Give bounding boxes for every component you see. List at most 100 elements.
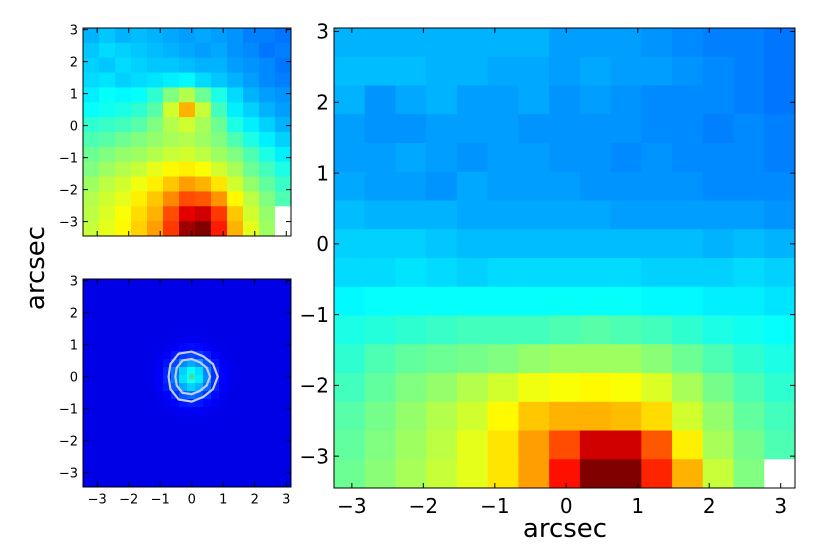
heatmap-cell — [107, 351, 116, 360]
heatmap-cell — [203, 431, 212, 440]
heatmap-cell — [211, 191, 228, 207]
heatmap-cell — [275, 191, 291, 207]
heatmap-cell — [579, 56, 612, 87]
heatmap-cell — [179, 375, 188, 384]
heatmap-cell — [672, 401, 704, 432]
heatmap-cell — [456, 28, 489, 58]
heatmap-cell — [123, 447, 132, 456]
heatmap-cell — [83, 343, 92, 352]
heatmap-cell — [115, 479, 124, 487]
heatmap-cell — [641, 200, 673, 230]
heatmap-cell — [91, 279, 100, 288]
heatmap-cell — [733, 286, 765, 317]
heatmap-cell — [211, 295, 220, 304]
heatmap-cell — [163, 87, 180, 103]
heatmap-cell — [163, 399, 172, 408]
heatmap-cell — [195, 319, 204, 328]
heatmap-cell — [518, 28, 550, 58]
heatmap-cell — [155, 431, 164, 440]
heatmap-cell — [139, 431, 148, 440]
heatmap-cell — [219, 335, 228, 344]
heatmap-cell — [99, 303, 108, 312]
heatmap-cell — [235, 343, 244, 352]
heatmap-cell — [426, 200, 458, 230]
heatmap-cell — [227, 117, 244, 133]
heatmap-cell — [702, 28, 735, 58]
heatmap-cell — [235, 319, 244, 328]
heatmap-cell — [259, 383, 268, 392]
heatmap-cell — [251, 463, 260, 472]
heatmap-cell — [171, 351, 180, 360]
x-tick-label: 2 — [703, 494, 716, 518]
heatmap-cell — [203, 351, 212, 360]
heatmap-cell — [283, 431, 291, 440]
heatmap-cell — [131, 221, 148, 236]
heatmap-cell — [139, 327, 148, 336]
heatmap-cell — [131, 117, 148, 133]
heatmap-cell — [251, 319, 260, 328]
heatmap-cell — [107, 383, 116, 392]
heatmap-cell — [131, 447, 140, 456]
heatmap-cell — [243, 359, 252, 368]
heatmap-cell — [426, 344, 458, 374]
heatmap-cell — [227, 399, 236, 408]
heatmap-cell — [147, 161, 164, 178]
heatmap-cell — [171, 415, 180, 424]
heatmap-cell — [610, 114, 642, 144]
y-tick-label: −3 — [59, 215, 78, 230]
heatmap-cell — [579, 286, 612, 317]
heatmap-cell — [219, 407, 228, 416]
heatmap-cell — [179, 471, 188, 480]
heatmap-cell — [243, 343, 252, 352]
heatmap-cell — [549, 459, 581, 488]
heatmap-cell — [99, 479, 108, 487]
heatmap-cell — [283, 351, 291, 360]
heatmap-cell — [115, 351, 124, 360]
heatmap-cell — [259, 102, 276, 118]
heatmap-cell — [203, 383, 212, 392]
heatmap-cell — [364, 258, 397, 288]
heatmap-cell — [395, 315, 427, 345]
heatmap-cell — [195, 311, 204, 320]
heatmap-cell — [179, 351, 188, 360]
heatmap-cell — [243, 57, 260, 74]
heatmap-cell — [259, 279, 268, 288]
heatmap-cell — [91, 439, 100, 448]
heatmap-cell — [364, 56, 397, 87]
heatmap-cell — [83, 87, 100, 103]
heatmap-cell — [147, 423, 156, 432]
heatmap-cell — [195, 87, 212, 103]
heatmap-cell — [227, 391, 236, 400]
heatmap-cell — [227, 463, 236, 472]
heatmap-cell — [211, 407, 220, 416]
heatmap-cell — [163, 221, 180, 236]
heatmap-cell — [641, 258, 673, 288]
heatmap-cell — [115, 327, 124, 336]
heatmap-cell — [147, 455, 156, 464]
heatmap-cell — [672, 56, 704, 87]
heatmap-cell — [610, 85, 642, 115]
heatmap-cell — [267, 479, 276, 487]
heatmap-cell — [211, 359, 220, 368]
heatmap-cell — [195, 327, 204, 336]
heatmap-cell — [283, 319, 291, 328]
heatmap-cell — [227, 455, 236, 464]
heatmap-cell — [83, 176, 100, 193]
heatmap-cell — [610, 459, 642, 488]
heatmap-cell — [171, 359, 180, 368]
x-tick-label: −3 — [88, 492, 107, 507]
heatmap-cell — [187, 335, 196, 344]
heatmap-cell — [227, 359, 236, 368]
heatmap-cell — [283, 415, 291, 424]
heatmap-cell — [227, 423, 236, 432]
heatmap-cell — [456, 143, 489, 173]
heatmap-cell — [91, 407, 100, 416]
heatmap-cell — [155, 335, 164, 344]
heatmap-cell — [179, 87, 196, 103]
heatmap-cell — [334, 229, 366, 259]
heatmap-cell — [163, 42, 180, 59]
heatmap-cell — [259, 359, 268, 368]
heatmap-cell — [203, 463, 212, 472]
heatmap-cell — [243, 319, 252, 328]
heatmap-cell — [203, 287, 212, 296]
